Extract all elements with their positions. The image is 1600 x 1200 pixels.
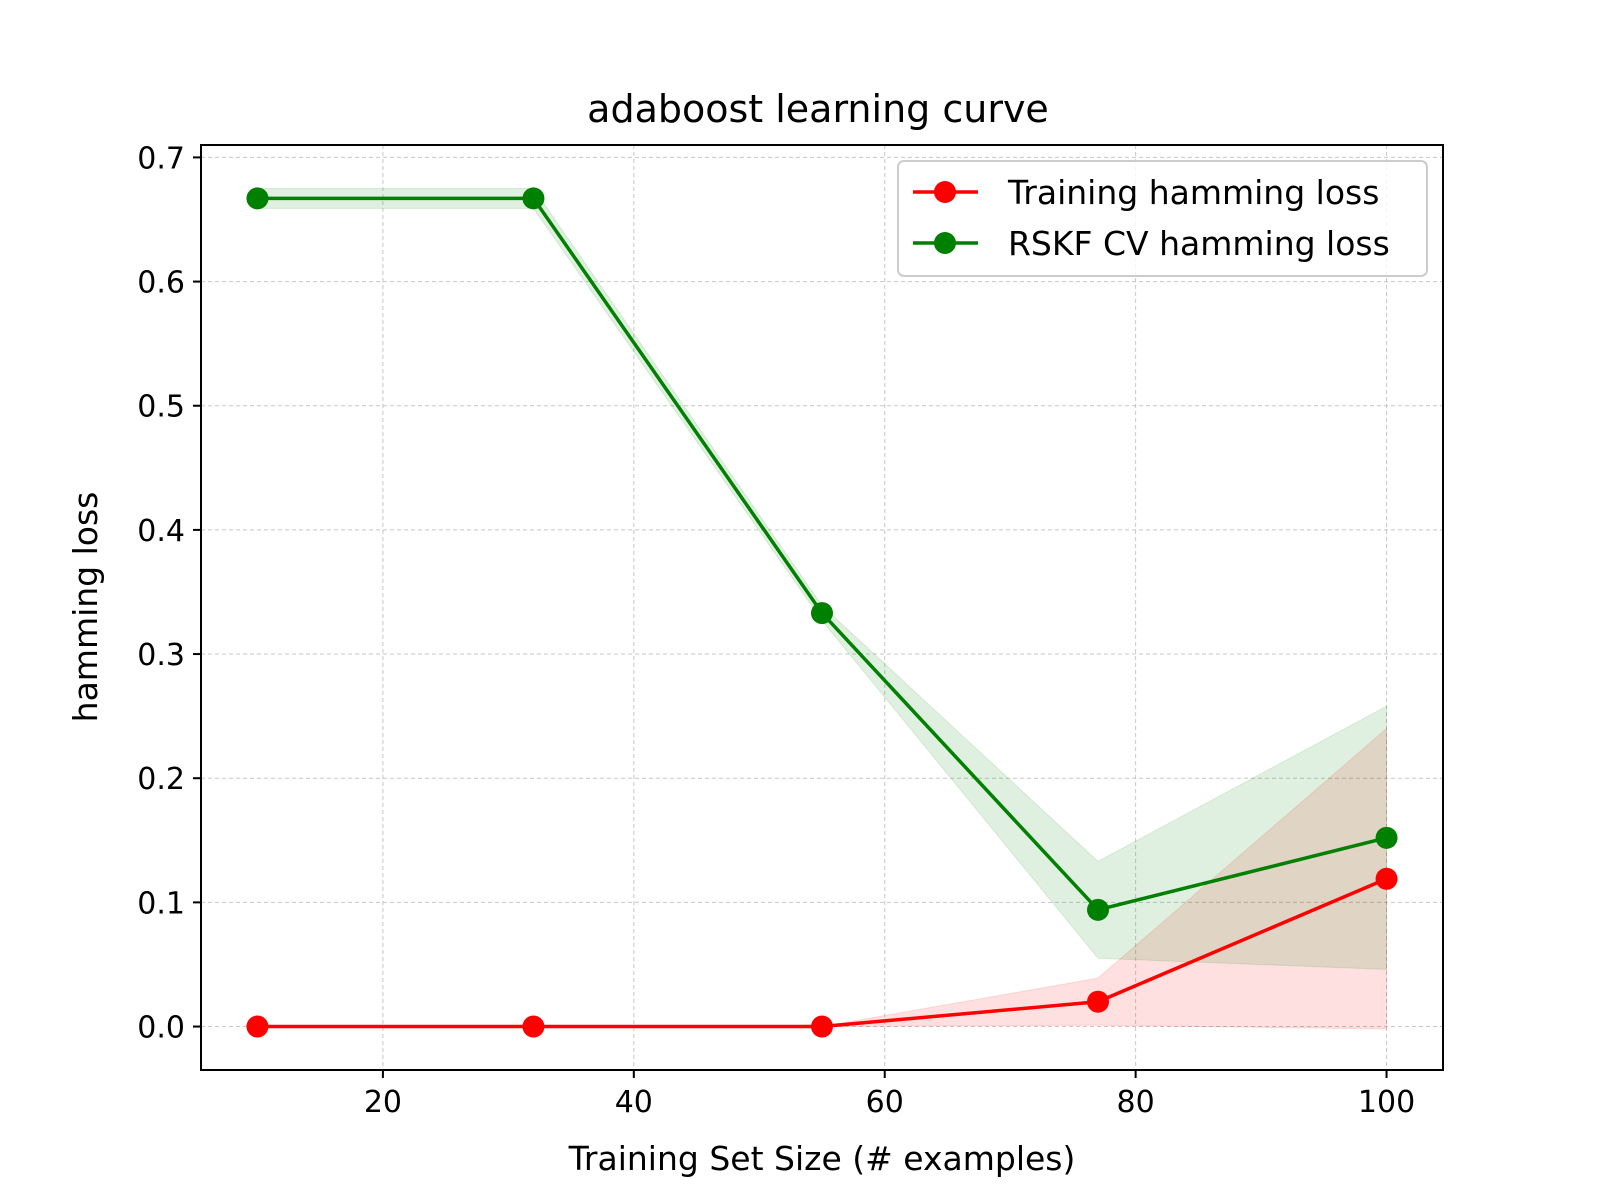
y-tick-label: 0.0	[137, 1011, 185, 1046]
x-tick-label: 20	[364, 1085, 402, 1120]
x-axis-label: Training Set Size (# examples)	[568, 1139, 1076, 1178]
grid-lines	[201, 145, 1443, 1070]
y-tick-label: 0.2	[137, 762, 185, 797]
plot-frame	[200, 144, 1444, 1071]
axis-ticks: 20 40 60 80 100 0.0 0.1 0.2 0.3 0.4 0.5 0.6 0.7	[137, 141, 1415, 1120]
series-markers	[246, 187, 1398, 1038]
point-series-0	[1087, 990, 1109, 1013]
x-tick-label: 80	[1117, 1085, 1155, 1120]
point-series-1	[246, 187, 269, 210]
x-tick-label: 60	[866, 1085, 904, 1120]
x-tick-label: 40	[615, 1085, 653, 1120]
band-series-1	[256, 187, 1388, 970]
point-series-1	[811, 602, 833, 625]
legend-marker-0	[934, 181, 956, 203]
y-tick-label: 0.5	[137, 390, 185, 425]
y-axis-label: hamming loss	[66, 492, 105, 723]
x-tick-label: 100	[1358, 1085, 1415, 1120]
y-tick-label: 0.1	[137, 886, 185, 921]
point-series-1	[522, 187, 545, 210]
legend-label-0: Training hamming loss	[1007, 173, 1379, 212]
point-series-1	[1087, 898, 1109, 921]
legend: Training hamming loss RSKF CV hamming los…	[897, 160, 1428, 277]
y-tick-label: 0.4	[137, 514, 185, 549]
y-tick-label: 0.6	[137, 266, 185, 301]
point-series-0	[811, 1015, 833, 1038]
point-series-0	[1375, 867, 1398, 890]
chart-title: adaboost learning curve	[587, 87, 1049, 131]
legend-marker-1	[934, 232, 956, 254]
y-tick-label: 0.3	[137, 638, 185, 673]
point-series-1	[1375, 826, 1398, 849]
legend-box	[897, 160, 1428, 277]
y-tick-label: 0.7	[137, 141, 185, 176]
point-series-0	[522, 1015, 545, 1038]
point-series-0	[246, 1015, 269, 1038]
legend-label-1: RSKF CV hamming loss	[1008, 224, 1390, 263]
